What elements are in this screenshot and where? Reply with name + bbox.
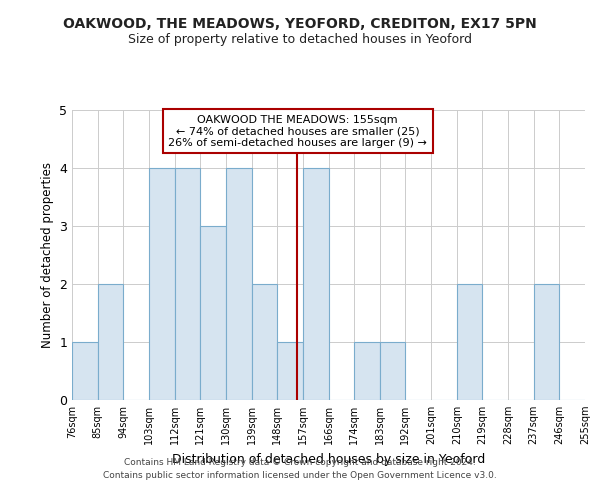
- Bar: [380, 342, 406, 400]
- Y-axis label: Number of detached properties: Number of detached properties: [41, 162, 53, 348]
- Bar: [277, 342, 303, 400]
- Bar: [457, 284, 482, 400]
- Bar: [251, 284, 277, 400]
- Text: Contains public sector information licensed under the Open Government Licence v3: Contains public sector information licen…: [103, 472, 497, 480]
- Bar: [175, 168, 200, 400]
- Bar: [303, 168, 329, 400]
- Text: OAKWOOD, THE MEADOWS, YEOFORD, CREDITON, EX17 5PN: OAKWOOD, THE MEADOWS, YEOFORD, CREDITON,…: [63, 18, 537, 32]
- Bar: [98, 284, 124, 400]
- Text: Contains HM Land Registry data © Crown copyright and database right 2024.: Contains HM Land Registry data © Crown c…: [124, 458, 476, 467]
- Bar: [149, 168, 175, 400]
- Text: OAKWOOD THE MEADOWS: 155sqm
← 74% of detached houses are smaller (25)
26% of sem: OAKWOOD THE MEADOWS: 155sqm ← 74% of det…: [168, 114, 427, 148]
- Bar: [200, 226, 226, 400]
- X-axis label: Distribution of detached houses by size in Yeoford: Distribution of detached houses by size …: [172, 452, 485, 466]
- Text: Size of property relative to detached houses in Yeoford: Size of property relative to detached ho…: [128, 32, 472, 46]
- Bar: [226, 168, 251, 400]
- Bar: [534, 284, 559, 400]
- Bar: [354, 342, 380, 400]
- Bar: [72, 342, 98, 400]
